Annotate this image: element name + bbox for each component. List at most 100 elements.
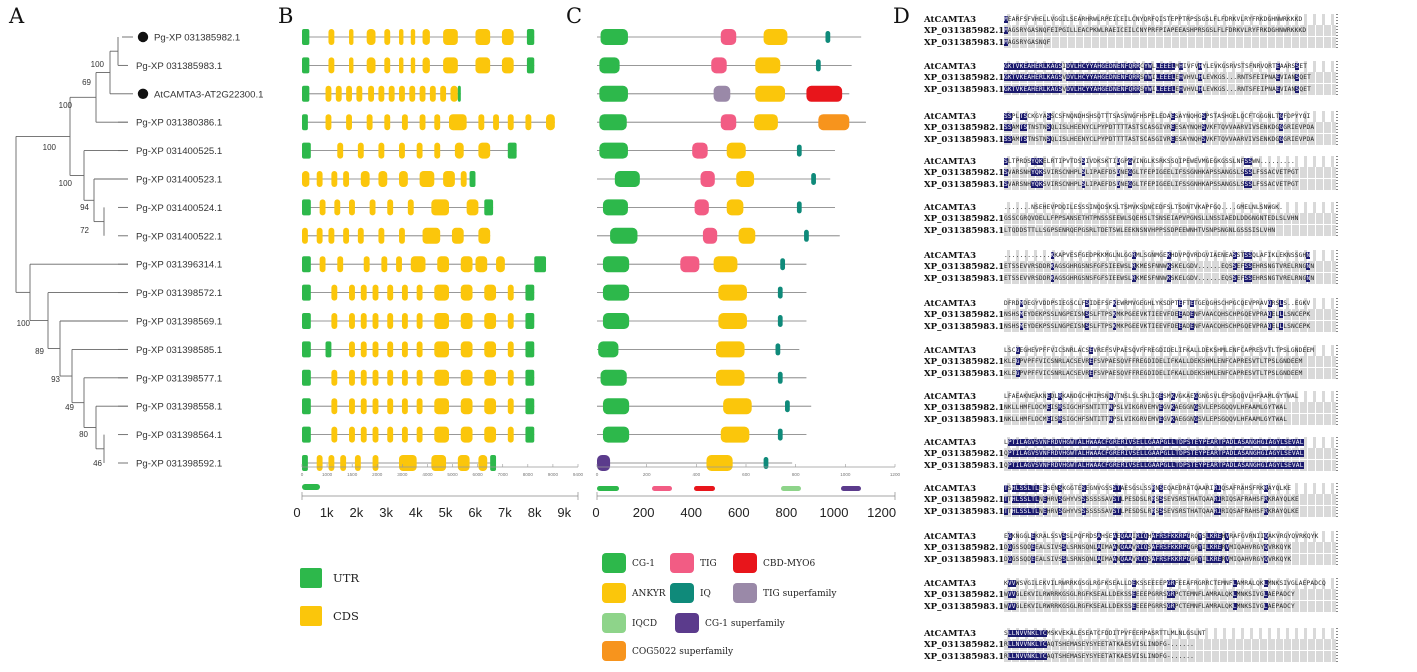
- legend-swatch: [602, 583, 626, 603]
- utr-region: [484, 199, 494, 216]
- panel-label-d: D: [893, 4, 910, 28]
- cds-exon: [372, 313, 379, 329]
- alignment-edge-marker: [1336, 437, 1338, 471]
- utr-region: [525, 369, 535, 386]
- cds-exon: [460, 256, 473, 273]
- cds-exon: [335, 85, 342, 102]
- cds-exon: [372, 398, 379, 415]
- cds-exon: [349, 57, 354, 74]
- cds-exon: [343, 227, 350, 244]
- alignment-row: XP_031385983.1 SSAMTSTNSTNSQLISLHEENYCLPY…: [924, 133, 1410, 146]
- cds-exon: [466, 199, 479, 216]
- cds-exon: [401, 114, 408, 131]
- cds-exon: [422, 29, 430, 45]
- cds-exon: [434, 369, 449, 386]
- cds-exon: [366, 114, 373, 131]
- cds-exon: [331, 284, 338, 301]
- cds-exon: [399, 85, 405, 102]
- utr-region: [525, 284, 535, 301]
- alignment-row: XP_031385983.1 QPTILAGVSVNFRDVHGWTALHWAAC…: [924, 459, 1410, 472]
- cds-exon: [416, 369, 423, 386]
- cds-exon: [484, 369, 497, 386]
- sequence-name: XP_031385982.1: [924, 73, 1005, 84]
- cds-exon: [337, 142, 344, 159]
- domain-cg-1: [600, 369, 627, 386]
- cds-exon: [401, 426, 408, 443]
- alignment-row: AtCAMTA3 LFAEAKNEAKNEDLRKANDGCHMIMSNNVTNS…: [924, 391, 1410, 403]
- sequence-name: XP_031385983.1: [924, 460, 1005, 471]
- cds-exon: [496, 256, 505, 273]
- domain-cg-1: [610, 227, 638, 244]
- utr-region: [469, 171, 476, 187]
- cds-exon: [372, 369, 379, 386]
- cds-exon: [460, 313, 473, 329]
- utr-region: [302, 313, 311, 329]
- cds-exon: [328, 29, 335, 45]
- mini-axis-tick-label: 4000: [422, 472, 433, 477]
- scale-utr-swatch: [302, 484, 320, 490]
- alignment-edge-marker: [1336, 531, 1338, 565]
- aligned-sequence: LSCGEGHEVPFFVICSNRLACSEVREFSVPAESQVFFREG…: [1004, 345, 1336, 356]
- sequence-name: XP_031385982.1: [924, 310, 1005, 321]
- cds-exon: [325, 114, 332, 131]
- domain-cg-1: [602, 284, 630, 301]
- domain-iq: [777, 371, 783, 384]
- sequence-name: AtCAMTA3: [924, 157, 977, 167]
- sequence-name: XP_031385983.1: [924, 321, 1005, 332]
- cds-exon: [387, 341, 394, 358]
- mini-axis-tick-label: 1000: [840, 472, 851, 477]
- tree-leaf-label: Pg-XP 031380386.1: [136, 118, 222, 129]
- sequence-name: AtCAMTA3: [924, 579, 977, 589]
- cds-exon: [346, 85, 352, 102]
- sequence-name: AtCAMTA3: [924, 346, 977, 356]
- legend-label: TIG: [700, 559, 717, 569]
- aligned-sequence: RLLNVVNKLTCAQTSHEMASEYSYEETATKAESVISLIND…: [1004, 650, 1336, 662]
- alignment-row: XP_031385982.1 NKLLHMFLDCMEISRSIGCHFSNTIT…: [924, 402, 1410, 414]
- cds-exon: [460, 341, 473, 358]
- domain-tig: [720, 29, 737, 45]
- utr-region: [302, 85, 310, 102]
- axis-tick-label: 0: [293, 505, 300, 520]
- cds-exon: [460, 369, 473, 386]
- cds-exon: [450, 85, 458, 102]
- cds-exon: [407, 199, 414, 216]
- legend-swatch: [675, 613, 699, 633]
- sequence-name: AtCAMTA3: [924, 392, 977, 402]
- cds-exon: [328, 227, 335, 244]
- legend-label: TIG superfamily: [763, 589, 837, 599]
- cds-exon: [349, 313, 355, 329]
- mini-axis-tick-label: 1200: [890, 472, 901, 477]
- alignment-row: AtCAMTA3 ............KKAPVESFGEDPKKMGLNLG…: [924, 250, 1410, 262]
- cds-exon: [334, 199, 341, 216]
- alignment-edge-marker: [1336, 483, 1338, 517]
- mini-axis-tick-label: 2000: [372, 472, 383, 477]
- alignment-block: AtCAMTA3 LFAEAKNEAKNEDLRKANDGCHMIMSNNVTNS…: [924, 391, 1410, 431]
- tree-leaf-label: Pg-XP 031400522.1: [136, 231, 222, 242]
- cds-exon: [419, 114, 426, 131]
- mini-axis-tick-label: 7000: [498, 472, 509, 477]
- sequence-name: XP_031385983.1: [924, 37, 1005, 48]
- domain-ankyr: [763, 29, 788, 45]
- utr-region: [302, 114, 308, 131]
- bootstrap-value: 89: [35, 347, 44, 356]
- legend-swatch: [300, 568, 322, 588]
- cds-exon: [354, 455, 361, 471]
- cds-exon: [419, 171, 435, 187]
- utr-region: [302, 142, 311, 159]
- domain-tig: [680, 256, 700, 273]
- aligned-sequence: KLEGPVPFFVICSNRLACSEVREFSVPAESQVFFREGDID…: [1004, 356, 1336, 368]
- domain-cg-1-superfamily: [597, 455, 611, 471]
- domain-cg-1: [598, 341, 619, 358]
- cds-exon: [369, 199, 376, 216]
- sequence-name: XP_031385982.1: [924, 449, 1005, 460]
- cds-exon: [349, 369, 355, 386]
- alignment-row: XP_031385982.1 SVARSNHYQKSVIRSCNHPLSLIPAE…: [924, 167, 1410, 179]
- domain-ankyr: [718, 284, 747, 301]
- domain-cbd-myo6: [806, 85, 843, 102]
- domain-tig: [700, 171, 715, 187]
- sequence-name: XP_031385982.1: [924, 403, 1005, 414]
- cds-exon: [475, 29, 491, 45]
- utr-region: [525, 341, 535, 358]
- mini-axis-tick-label: 0: [301, 472, 304, 477]
- axis-tick-label: 2k: [350, 505, 364, 520]
